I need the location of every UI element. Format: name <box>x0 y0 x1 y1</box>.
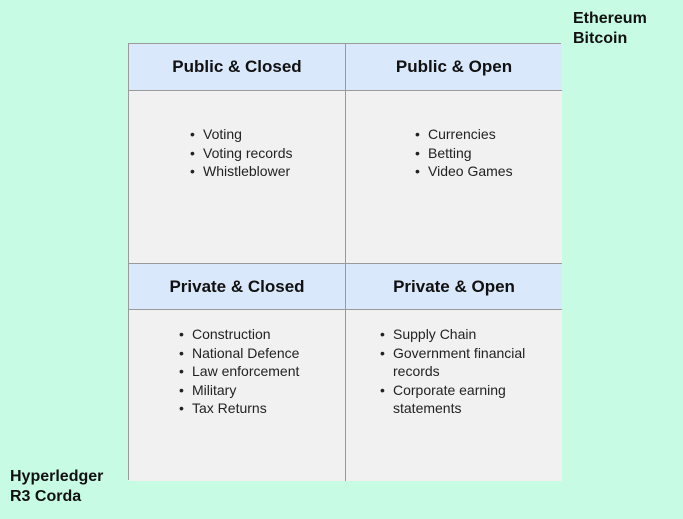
platform-hyperledger: Hyperledger <box>10 468 104 485</box>
list-item: Voting <box>190 125 293 144</box>
top-right-platforms: Ethereum Bitcoin <box>573 9 647 49</box>
quadrant-grid: Public & Closed Public & Open Voting Vot… <box>128 43 562 481</box>
list-private-open: Supply Chain Government financial record… <box>377 325 563 418</box>
list-item: Tax Returns <box>179 399 299 418</box>
cell-public-closed: Voting Voting records Whistleblower <box>129 91 346 263</box>
list-item: Military <box>179 381 299 400</box>
list-item: Whistleblower <box>190 162 293 181</box>
header-public-closed: Public & Closed <box>129 44 346 91</box>
list-item: Video Games <box>415 162 513 181</box>
list-item: Law enforcement <box>179 362 299 381</box>
list-item: Supply Chain <box>380 325 563 344</box>
list-public-closed: Voting Voting records Whistleblower <box>187 125 293 181</box>
list-item: Voting records <box>190 144 292 163</box>
list-private-closed: Construction National Defence Law enforc… <box>176 325 299 418</box>
list-public-open: Currencies Betting Video Games <box>412 125 513 181</box>
list-item: Government financial records <box>380 344 563 381</box>
header-private-open: Private & Open <box>346 263 562 310</box>
platform-r3-corda: R3 Corda <box>10 488 82 505</box>
platform-ethereum: Ethereum <box>573 10 647 27</box>
list-item: Construction <box>179 325 299 344</box>
header-public-open: Public & Open <box>346 44 562 91</box>
list-item: Currencies <box>415 125 513 144</box>
cell-private-open: Supply Chain Government financial record… <box>346 310 562 481</box>
cell-private-closed: Construction National Defence Law enforc… <box>129 310 346 481</box>
cell-public-open: Currencies Betting Video Games <box>346 91 562 263</box>
header-private-closed: Private & Closed <box>129 263 346 310</box>
platform-bitcoin: Bitcoin <box>573 30 628 47</box>
list-item: Corporate earning statements <box>380 381 563 418</box>
bottom-left-platforms: Hyperledger R3 Corda <box>10 467 103 507</box>
list-item: Betting <box>415 144 513 163</box>
list-item: National Defence <box>179 344 299 363</box>
